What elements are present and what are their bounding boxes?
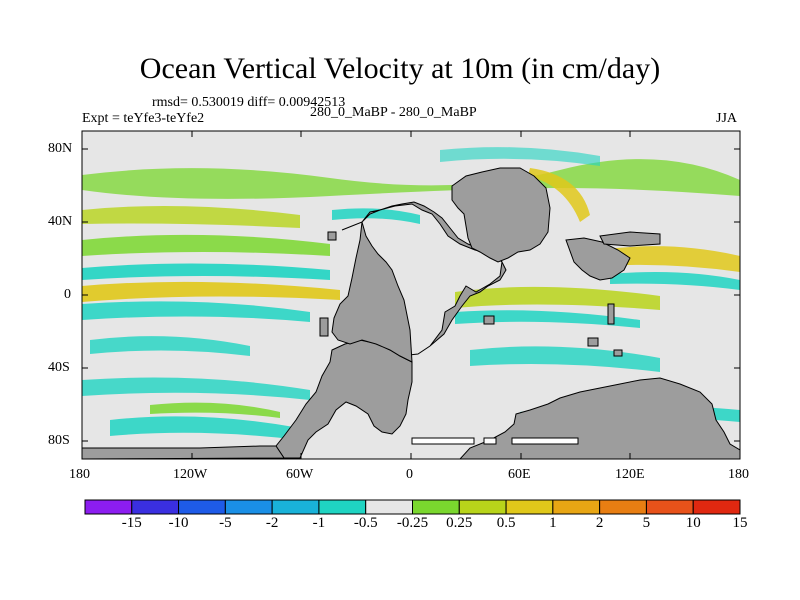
stats-text: rmsd= 0.530019 diff= 0.00942513	[152, 95, 346, 110]
land-small-2	[587, 337, 599, 347]
band-north	[82, 159, 740, 199]
band-eurasia-edge	[528, 168, 590, 222]
colorbar-box-1	[131, 499, 180, 515]
lon-label-0: 0	[406, 467, 413, 482]
colorbar-label: -1	[312, 515, 326, 531]
band-pacific-e	[600, 246, 740, 272]
band-south-1	[82, 377, 310, 400]
band-pacific-e-blue	[610, 272, 740, 290]
lat-label-40s: 40S	[48, 360, 70, 375]
colorbar-label: -15	[121, 515, 142, 531]
colorbar-label: 5	[642, 515, 651, 531]
band-south-2	[110, 416, 300, 440]
colorbar-box-11	[599, 499, 647, 515]
ticks	[82, 131, 740, 459]
land-peninsula	[599, 231, 661, 247]
band-eq-south	[82, 301, 310, 322]
band-south-pac	[90, 336, 250, 356]
lon-label-120w: 120W	[173, 467, 208, 482]
colorbar-label: 2	[595, 515, 604, 531]
lat-label-80n: 80N	[48, 141, 73, 156]
colorbar-label: 0.5	[496, 515, 516, 531]
colorbar-box-2	[178, 499, 226, 515]
colorbar-box-3	[224, 499, 273, 515]
colorbar-label: -2	[265, 515, 279, 531]
colorbar-box-7	[412, 499, 460, 515]
band-south-3	[150, 402, 280, 418]
lon-label-120e: 120E	[615, 467, 645, 482]
band-subtrop-n	[82, 234, 330, 256]
colorbar-label: 1	[549, 515, 557, 531]
land-small-4	[319, 317, 329, 337]
plot-title: Ocean Vertical Velocity at 10m (in cm/da…	[139, 52, 661, 85]
lon-label-60e: 60E	[508, 467, 531, 482]
band-indian-eq-blue	[455, 310, 640, 328]
band-indian-south	[470, 346, 660, 372]
band-eq	[82, 281, 340, 302]
colorbar-box-5	[318, 499, 367, 515]
landmasses	[82, 167, 740, 459]
colorbar-box-6	[365, 499, 414, 515]
colorbar-box-9	[505, 499, 554, 515]
lat-label-80s: 80S	[48, 433, 70, 448]
experiment-label: Expt = teYfe3-teYfe2	[82, 111, 205, 126]
land-north-america	[331, 221, 413, 363]
lon-label-60w: 60W	[286, 467, 314, 482]
colorbar-label: 15	[732, 515, 748, 531]
colorbar-label: -0.25	[396, 515, 429, 531]
land-small-1	[607, 303, 615, 325]
colorbar-label: 0.25	[446, 515, 473, 531]
colorbar-label: -5	[219, 515, 232, 531]
band-eq-north-blue	[82, 263, 330, 280]
land-eurasia	[451, 167, 551, 263]
land-east-asia	[565, 237, 631, 281]
colorbar-box-0	[84, 499, 133, 515]
colorbar-label: -10	[168, 515, 189, 531]
colorbar-box-12	[645, 499, 694, 515]
land-small-5	[327, 231, 337, 241]
lon-label-180e: 180	[728, 467, 749, 482]
colorbar-box-4	[271, 499, 320, 515]
band-arctic	[440, 147, 600, 166]
land-small-3	[613, 349, 623, 357]
colorbar-box-13	[692, 499, 741, 515]
band-north-2	[82, 206, 300, 228]
colorbar-label: -0.5	[353, 515, 378, 531]
band-atlantic-n	[332, 208, 420, 224]
land-small-6	[483, 315, 495, 325]
lon-label-180w: 180	[69, 467, 90, 482]
lat-label-40n: 40N	[48, 214, 73, 229]
colorbar	[84, 499, 741, 515]
colorbar-box-10	[552, 499, 601, 515]
land-antarctica-w	[82, 445, 285, 459]
case-label: 280_0_MaBP - 280_0_MaBP	[310, 105, 477, 120]
colorbar-box-8	[458, 499, 507, 515]
lat-label-0: 0	[64, 287, 71, 302]
colorbar-label: 10	[685, 515, 701, 531]
ice-strips	[411, 437, 579, 445]
season-label: JJA	[716, 111, 738, 126]
